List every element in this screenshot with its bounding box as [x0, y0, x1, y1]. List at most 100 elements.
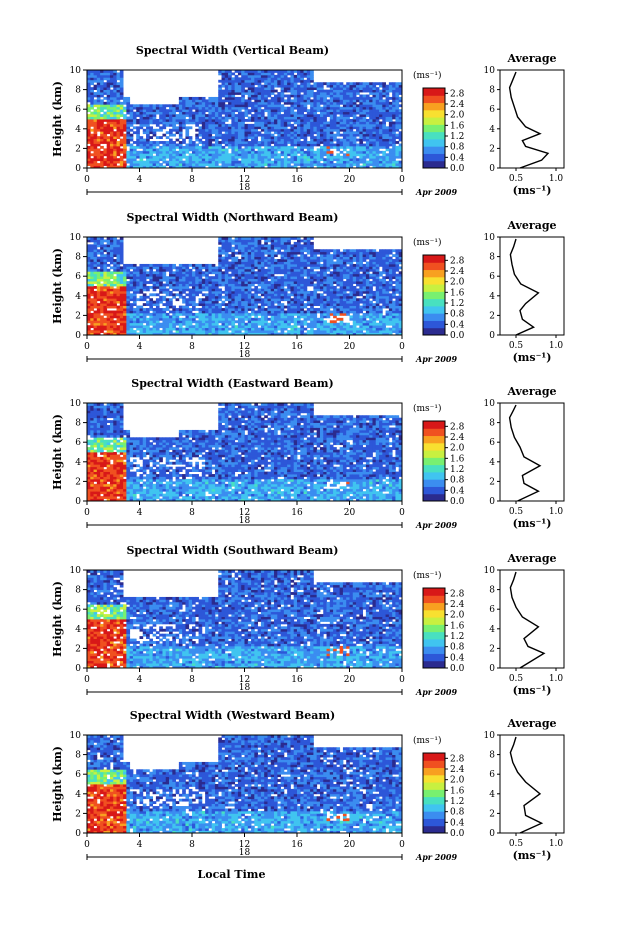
heatmap-cell [195, 111, 199, 115]
heatmap-cell [375, 123, 380, 127]
heatmap-cell [356, 131, 360, 135]
heatmap-cell [339, 84, 344, 88]
heatmap-cell [316, 153, 321, 157]
heatmap-cell [165, 136, 170, 139]
heatmap-cell [392, 160, 396, 164]
heatmap-cell [336, 116, 341, 120]
heatmap-cell [339, 163, 344, 166]
heatmap-cell [277, 165, 281, 169]
heatmap-cell [254, 256, 259, 260]
heatmap-cell [165, 330, 170, 333]
heatmap-cell [198, 145, 203, 149]
heatmap-cell [251, 165, 255, 169]
heatmap-cell [319, 101, 324, 105]
heatmap-cell [316, 143, 321, 147]
heatmap-cell [119, 101, 124, 105]
heatmap-cell [306, 153, 311, 157]
heatmap-cell [132, 104, 137, 108]
heatmap-cell [339, 160, 344, 164]
heatmap-cell [188, 160, 193, 164]
heatmap-cell [244, 155, 249, 159]
heatmap-cell [329, 109, 334, 113]
heatmap-cell [123, 116, 127, 120]
heatmap-cell [129, 123, 134, 127]
heatmap-cell [149, 278, 154, 282]
heatmap-cell [323, 101, 327, 105]
heatmap-cell [254, 271, 259, 275]
heatmap-cell [303, 136, 308, 139]
heatmap-cell [169, 266, 173, 270]
heatmap-cell [159, 273, 163, 277]
heatmap-cell [224, 133, 229, 137]
heatmap-cell [96, 249, 101, 253]
heatmap-cell [329, 84, 334, 88]
heatmap-cell [129, 165, 134, 169]
heatmap-cell [369, 109, 373, 113]
heatmap-cell [228, 123, 232, 127]
heatmap-cell [231, 327, 236, 331]
heatmap-cell [126, 266, 131, 270]
heatmap-cell [198, 119, 203, 122]
heatmap-cell [169, 276, 173, 280]
heatmap-cell [146, 286, 150, 289]
heatmap-cell [159, 121, 163, 125]
heatmap-cell [323, 123, 327, 127]
panel-2: Spectral Width (Northward Beam)0246810He… [51, 211, 565, 364]
heatmap-cell [237, 246, 242, 250]
heatmap-cell [336, 87, 341, 90]
heatmap-cell [228, 320, 232, 324]
heatmap-cell [123, 283, 127, 287]
heatmap-cell [241, 89, 245, 93]
heatmap-cell [221, 273, 226, 277]
heatmap-cell [96, 237, 101, 240]
heatmap-cell [375, 126, 380, 130]
heatmap-cell [257, 114, 262, 117]
heatmap-cell [306, 145, 311, 149]
heatmap-cell [274, 332, 278, 336]
heatmap-cell [201, 131, 206, 135]
heatmap-cell [346, 158, 350, 162]
heatmap-cell [247, 283, 252, 287]
heatmap-cell [221, 330, 226, 333]
heatmap-cell [93, 84, 98, 88]
heatmap-cell [241, 305, 245, 309]
heatmap-cell [267, 70, 272, 73]
heatmap-cell [297, 101, 301, 105]
heatmap-cell [162, 111, 167, 115]
heatmap-cell [93, 261, 98, 265]
heatmap-cell [155, 143, 160, 147]
heatmap-cell [87, 271, 91, 275]
heatmap-cell [228, 155, 232, 159]
heatmap-cell [369, 150, 373, 154]
heatmap-cell [103, 148, 108, 152]
heatmap-cell [241, 239, 245, 243]
heatmap-cell [241, 241, 245, 245]
heatmap-cell [379, 145, 383, 149]
heatmap-cell [388, 165, 393, 169]
heatmap-cell [385, 155, 390, 159]
heatmap-cell [326, 143, 331, 147]
heatmap-cell [257, 126, 262, 130]
heatmap-cell [182, 266, 186, 270]
heatmap-cell [169, 138, 173, 142]
heatmap-cell [113, 84, 117, 88]
heatmap-cell [254, 138, 259, 142]
heatmap-cell [267, 92, 272, 95]
heatmap-cell [175, 106, 180, 110]
heatmap-cell [214, 128, 219, 132]
heatmap-cell [149, 111, 154, 115]
heatmap-cell [267, 244, 272, 248]
heatmap-cell [234, 123, 239, 127]
heatmap-cell [260, 150, 265, 154]
heatmap-cell [365, 94, 370, 98]
heatmap-cell [264, 288, 268, 292]
heatmap-cell [339, 158, 344, 162]
heatmap-cell [116, 259, 121, 262]
heatmap-cell [113, 163, 117, 166]
heatmap-cell [113, 77, 117, 81]
heatmap-cell [385, 133, 390, 137]
heatmap-cell [113, 315, 117, 319]
heatmap-cell [192, 293, 196, 297]
heatmap-cell [260, 72, 265, 76]
heatmap-cell [293, 82, 298, 86]
